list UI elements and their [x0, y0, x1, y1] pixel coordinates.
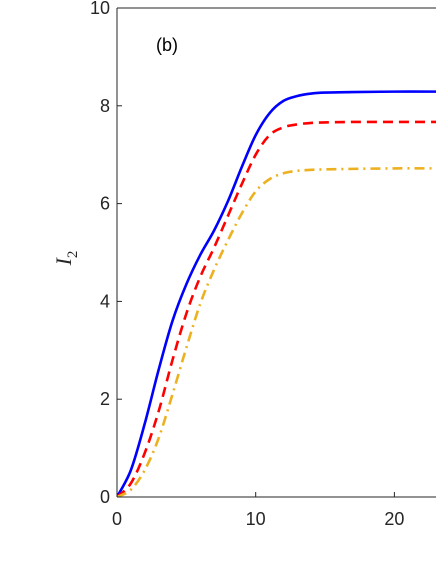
x-tick-label: 0 — [112, 509, 122, 529]
y-axis-label-symbol: I — [51, 256, 76, 266]
series-line-dashdot — [117, 167, 436, 497]
y-tick-label: 8 — [100, 96, 110, 116]
axes-layer — [116, 7, 436, 498]
series-layer — [117, 90, 436, 497]
series-line-dashed — [117, 120, 436, 497]
y-tick-label: 0 — [100, 487, 110, 507]
x-tick-label: 20 — [384, 509, 404, 529]
series-line-solid — [117, 90, 436, 497]
y-tick-label: 10 — [90, 0, 110, 18]
y-axis-label-subscript: 2 — [65, 251, 81, 259]
y-tick-label: 6 — [100, 194, 110, 214]
y-tick-label: 2 — [100, 389, 110, 409]
x-tick-label: 10 — [246, 509, 266, 529]
y-tick-label: 4 — [100, 291, 110, 311]
y-axis-label: I2 — [51, 251, 81, 267]
panel-label: (b) — [156, 35, 178, 55]
ticks-layer: 0 2 4 6 8 10 0 10 20 — [90, 0, 404, 529]
